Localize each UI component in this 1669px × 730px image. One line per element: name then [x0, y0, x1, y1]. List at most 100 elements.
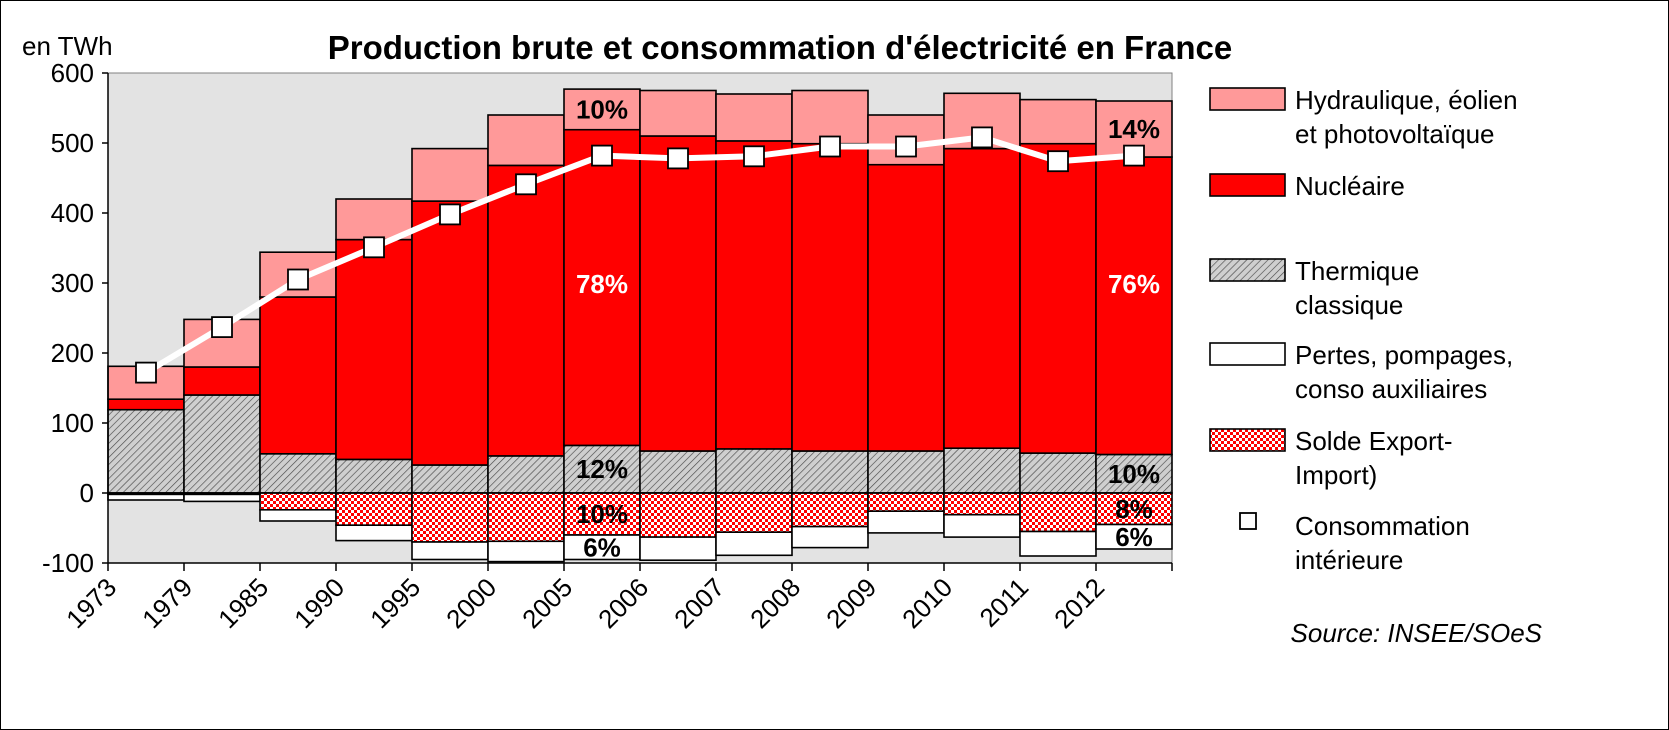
x-tick-label-2012: 2012: [1048, 572, 1110, 634]
consumption-marker-2009: [895, 135, 917, 158]
data-label-hydraulique-olien-et-photovolta-que-2005: 10%: [576, 94, 628, 124]
consumption-line-layer: [135, 126, 1145, 384]
bar-segment-hydraulique-olien-et-photovolta-que-2007: [715, 93, 793, 142]
bar-segment-nucl-aire-2000: [487, 164, 565, 457]
bar-segment-pertes-pompages-conso-auxiliaires-2010: [943, 513, 1021, 538]
bar-segment-pertes-pompages-conso-auxiliaires-2000: [487, 540, 565, 563]
bar-segment-pertes-pompages-conso-auxiliaires-2012: [1095, 523, 1173, 550]
bar-segment-pertes-pompages-conso-auxiliaires-1979: [183, 493, 261, 503]
legend-swatch-hydro: [1209, 87, 1286, 111]
bar-segment-solde-export-import-2011: [1019, 492, 1097, 533]
bar-segment-nucl-aire-2012: [1095, 156, 1173, 456]
chart-title: Production brute et consommation d'élect…: [328, 29, 1233, 66]
bar-segment-solde-export-import-1990: [335, 492, 413, 527]
y-tick-label: -100: [42, 548, 94, 578]
legend-label-nuclear: Nucléaire: [1295, 171, 1405, 201]
x-tick-label-2007: 2007: [668, 572, 730, 634]
x-tick-label-1990: 1990: [288, 572, 350, 634]
bar-segment-nucl-aire-1979: [183, 366, 261, 396]
x-tick-label-1979: 1979: [136, 572, 198, 634]
bar-segment-pertes-pompages-conso-auxiliaires-2005: [563, 534, 641, 561]
bar-segment-pertes-pompages-conso-auxiliaires-2006: [639, 536, 717, 561]
bar-segment-thermique-classique-1990: [335, 458, 413, 494]
bar-segment-nucl-aire-2011: [1019, 142, 1097, 454]
bar-segment-nucl-aire-2008: [791, 142, 869, 452]
bar-segment-thermique-classique-2005: [563, 444, 641, 494]
legend-label-thermal: classique: [1295, 290, 1403, 320]
bar-segment-thermique-classique-2009: [867, 450, 945, 494]
legend-label-thermal: Thermique: [1295, 256, 1419, 286]
x-tick-label-2011: 2011: [973, 572, 1034, 633]
legend-label-hydro: et photovoltaïque: [1295, 119, 1495, 149]
bar-segment-hydraulique-olien-et-photovolta-que-2011: [1019, 98, 1097, 145]
legend-swatch-consumption: [1239, 512, 1257, 530]
bar-segment-solde-export-import-1985: [259, 492, 337, 511]
consumption-marker-2000: [515, 173, 537, 196]
consumption-marker-1990: [363, 236, 385, 259]
data-label-nucl-aire-2005: 78%: [576, 269, 628, 299]
bar-segment-thermique-classique-1995: [411, 464, 489, 494]
y-tick-label: 400: [51, 198, 94, 228]
bar-segment-nucl-aire-2005: [563, 128, 641, 447]
bar-segment-thermique-classique-2012: [1095, 453, 1173, 494]
bar-segment-pertes-pompages-conso-auxiliaires-2011: [1019, 530, 1097, 557]
data-label-thermique-classique-2005: 12%: [576, 454, 628, 484]
y-tick-label: 200: [51, 338, 94, 368]
bar-segment-thermique-classique-2000: [487, 455, 565, 494]
bar-segment-pertes-pompages-conso-auxiliaires-1985: [259, 508, 337, 522]
bar-segment-nucl-aire-2010: [943, 147, 1021, 450]
bar-segment-solde-export-import-1995: [411, 492, 489, 543]
legend-swatch-thermal: [1209, 258, 1286, 282]
data-label-pertes-pompages-conso-auxiliaires-2012: 6%: [1115, 522, 1153, 552]
bar-segment-pertes-pompages-conso-auxiliaires-2007: [715, 531, 793, 557]
source-label: Source: INSEE/SOeS: [1291, 618, 1543, 648]
bar-segment-hydraulique-olien-et-photovolta-que-2000: [487, 114, 565, 167]
x-tick-label-1985: 1985: [212, 572, 274, 634]
x-tick-label-2000: 2000: [440, 572, 502, 634]
legend-swatch-nuclear: [1209, 173, 1286, 197]
legend: Hydraulique, éolien et photovoltaïque Nucl…: [1209, 85, 1518, 575]
bar-segment-nucl-aire-1990: [335, 238, 413, 461]
data-label-hydraulique-olien-et-photovolta-que-2012: 14%: [1108, 114, 1160, 144]
bars-layer: [107, 88, 1173, 563]
consumption-marker-2012: [1123, 144, 1145, 167]
data-label-pertes-pompages-conso-auxiliaires-2005: 6%: [583, 532, 621, 562]
legend-label-consumption: Consommation: [1295, 511, 1470, 541]
x-tick-label-1973: 1973: [60, 572, 122, 634]
bar-segment-nucl-aire-1985: [259, 296, 337, 455]
bar-segment-solde-export-import-2000: [487, 492, 565, 543]
bar-segment-nucl-aire-2009: [867, 163, 945, 452]
y-tick-label: 600: [51, 58, 94, 88]
x-tick-label-2010: 2010: [896, 572, 958, 634]
bar-segment-hydraulique-olien-et-photovolta-que-2006: [639, 89, 717, 137]
data-label-solde-export-import-2005: 10%: [576, 499, 628, 529]
bar-segment-solde-export-import-2008: [791, 492, 869, 528]
bar-segment-hydraulique-olien-et-photovolta-que-1995: [411, 147, 489, 202]
legend-swatch-losses: [1209, 342, 1286, 366]
legend-label-export: Import): [1295, 460, 1377, 490]
bar-segment-pertes-pompages-conso-auxiliaires-2008: [791, 525, 869, 549]
data-label-nucl-aire-2012: 76%: [1108, 269, 1160, 299]
consumption-line: [144, 134, 1135, 376]
bar-segment-nucl-aire-2007: [715, 140, 793, 450]
bar-segment-thermique-classique-1985: [259, 452, 337, 494]
bar-segment-hydraulique-olien-et-photovolta-que-2008: [791, 89, 869, 145]
bar-segment-solde-export-import-2006: [639, 492, 717, 538]
x-tick-label-1995: 1995: [364, 572, 426, 634]
bar-segment-pertes-pompages-conso-auxiliaires-1995: [411, 541, 489, 561]
annotations-layer: 10%78%12%10%6%14%76%10%8%6%: [576, 94, 1160, 562]
legend-swatch-export: [1209, 428, 1286, 452]
x-tick-label-2008: 2008: [744, 572, 806, 634]
legend-label-losses: Pertes, pompages,: [1295, 340, 1513, 370]
bar-segment-solde-export-import-2007: [715, 492, 793, 534]
bar-segment-pertes-pompages-conso-auxiliaires-2009: [867, 510, 945, 534]
x-tick-label-2006: 2006: [592, 572, 654, 634]
data-label-solde-export-import-2012: 8%: [1115, 494, 1153, 524]
legend-label-consumption: intérieure: [1295, 545, 1403, 575]
y-tick-label: 300: [51, 268, 94, 298]
y-tick-label: 500: [51, 128, 94, 158]
legend-label-losses: conso auxiliaires: [1295, 374, 1487, 404]
y-tick-label: 0: [80, 478, 94, 508]
bar-segment-nucl-aire-2006: [639, 135, 717, 452]
legend-label-export: Solde Export-: [1295, 426, 1453, 456]
